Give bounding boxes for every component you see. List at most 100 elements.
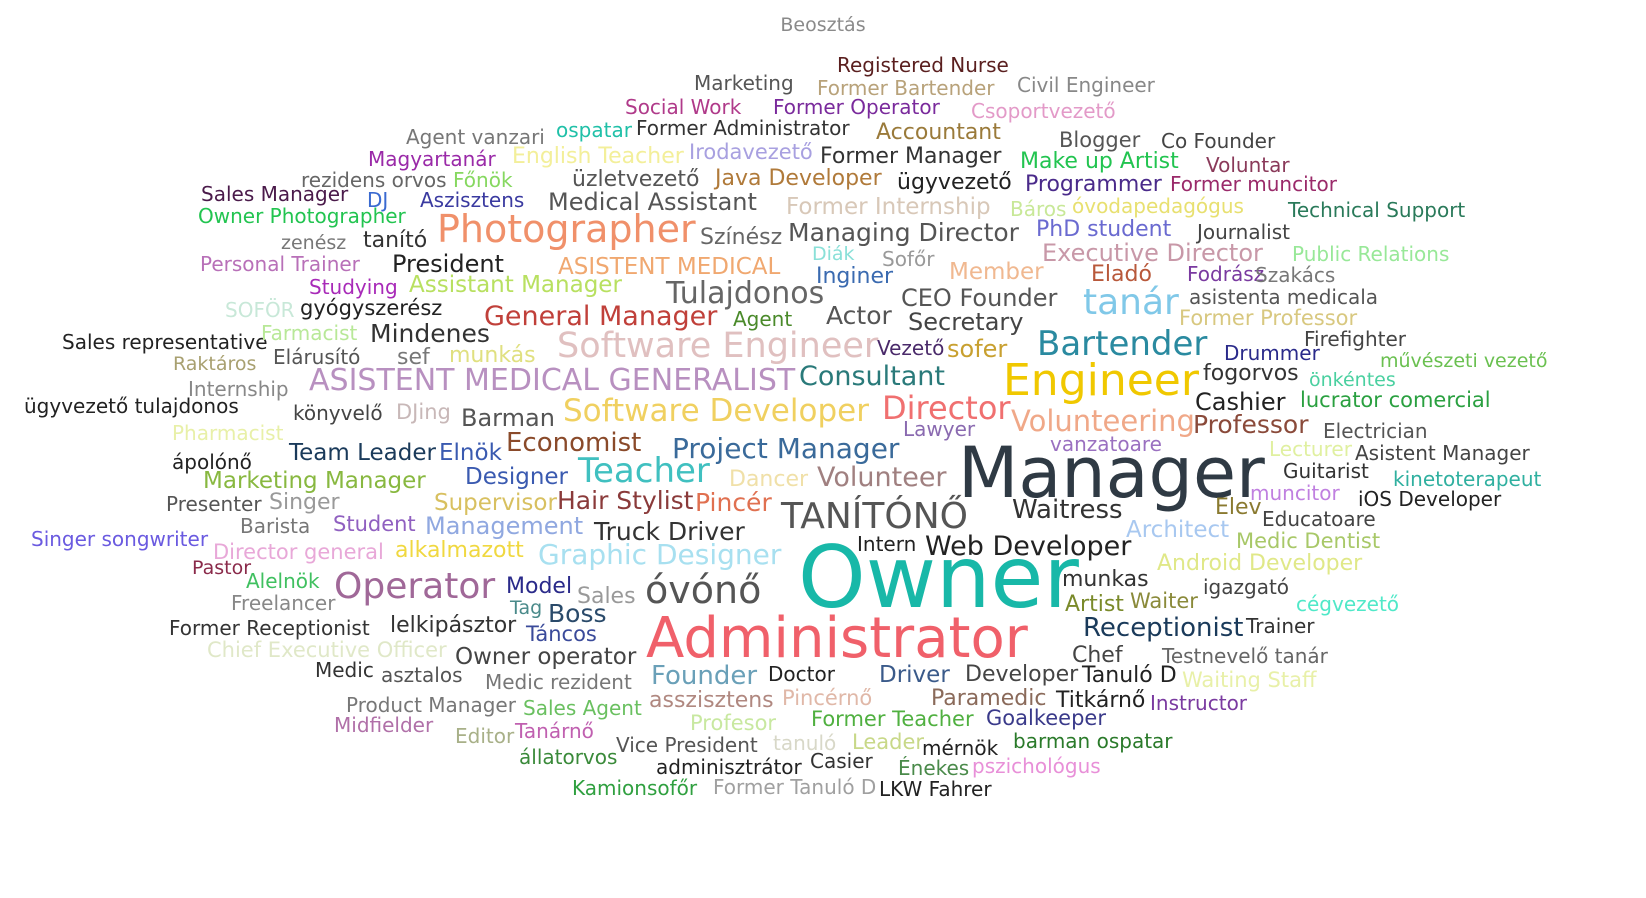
word-cloud-word: ASISTENT MEDICAL (558, 254, 781, 280)
word-cloud-word: Former Bartender (817, 76, 995, 100)
word-cloud-word: Hair Stylist (557, 486, 694, 515)
word-cloud-word: Manager (958, 432, 1265, 514)
word-cloud-word: Dancer (729, 467, 809, 492)
word-cloud-word: Színész (700, 225, 783, 250)
word-cloud-word: iOS Developer (1358, 487, 1502, 511)
word-cloud-word: Titkárnő (1056, 688, 1146, 713)
word-cloud-word: Boss (548, 599, 607, 628)
word-cloud-word: Agent (733, 307, 793, 331)
word-cloud-word: művészeti vezető (1380, 350, 1548, 372)
word-cloud-word: Supervisor (434, 490, 557, 516)
word-cloud-word: Director general (213, 540, 384, 564)
word-cloud-word: Economist (506, 428, 642, 458)
word-cloud-word: Receptionist (1083, 613, 1244, 643)
word-cloud-word: Drummer (1224, 341, 1320, 365)
word-cloud-word: Cashier (1195, 388, 1286, 416)
word-cloud-word: Public Relations (1292, 242, 1450, 266)
chart-title: Beosztás (780, 14, 866, 36)
word-cloud-word: Member (949, 259, 1044, 285)
word-cloud-word: Model (506, 574, 573, 599)
word-cloud-word: PhD student (1036, 217, 1172, 242)
word-cloud-word: Marketing Manager (203, 468, 426, 494)
word-cloud-word: Studying (309, 275, 398, 299)
word-cloud-word: sef (397, 345, 430, 370)
word-cloud-word: Sales (577, 584, 636, 609)
word-cloud-word: Sales Manager (201, 182, 349, 206)
word-cloud-word: Diák (812, 243, 855, 265)
word-cloud-word: General Manager (484, 301, 718, 332)
word-cloud-word: Former Internship (786, 194, 991, 220)
word-cloud-word: munkás (449, 343, 536, 368)
word-cloud-word: Chef (1072, 643, 1123, 668)
word-cloud-word: Former Professor (1179, 306, 1358, 330)
word-cloud-word: lelkipásztor (390, 613, 517, 638)
word-cloud-word: Actor (826, 301, 892, 330)
word-cloud-word: Marketing (694, 71, 794, 95)
word-cloud-word: muncitor (1250, 481, 1340, 505)
word-cloud-word: Designer (465, 464, 569, 490)
word-cloud-word: Testnevelő tanár (1162, 644, 1328, 668)
word-cloud-word: munkas (1062, 567, 1149, 592)
word-cloud-word: Mindenes (370, 319, 490, 348)
word-cloud-word: Co Founder (1161, 129, 1276, 153)
word-cloud-word: DJing (396, 400, 451, 424)
word-cloud-word: Programmer (1025, 172, 1162, 197)
word-cloud-word: Sofőr (882, 247, 935, 271)
word-cloud-word: Volunteer (817, 462, 947, 493)
word-cloud-word: Casier (810, 749, 873, 773)
word-cloud-word: Operator (334, 566, 496, 607)
word-cloud-word: Secretary (908, 308, 1024, 336)
word-cloud-word: Professor (1193, 410, 1309, 439)
word-cloud-word: Management (425, 512, 584, 540)
word-cloud-word: Director (882, 389, 1011, 427)
word-cloud-word: Pincérnő (782, 686, 873, 710)
word-cloud-word: Fodrász (1187, 262, 1265, 286)
word-cloud-word: SOFÖR (225, 298, 295, 322)
word-cloud-word: asztalos (381, 663, 463, 687)
word-cloud-word: Elárusító (273, 345, 361, 369)
word-cloud-word: Tulajdonos (666, 276, 825, 311)
word-cloud-word: Former Tanuló D (713, 775, 877, 799)
word-cloud-word: Founder (651, 661, 758, 691)
word-cloud-word: Paramedic (931, 686, 1047, 711)
word-cloud-word: Midfielder (334, 713, 434, 737)
word-cloud-word: Architect (1126, 517, 1230, 543)
word-cloud-word: Engineer (1003, 355, 1199, 406)
word-cloud-word: Singer songwriter (31, 527, 209, 551)
word-cloud-word: Graphic Designer (538, 538, 782, 571)
word-cloud-word: ügyvezető (897, 170, 1012, 195)
word-cloud-word: ASISTENT MEDICAL GENERALIST (309, 363, 796, 398)
word-cloud-word: Developer (965, 662, 1079, 687)
word-cloud-word: pszichológus (972, 754, 1101, 778)
word-cloud-word: kinetoterapeut (1393, 467, 1542, 491)
word-cloud-word: Instructor (1150, 691, 1248, 715)
word-cloud-word: Freelancer (231, 591, 336, 615)
word-cloud-word: Social Work (625, 95, 742, 119)
word-cloud-word: asistenta medicala (1189, 285, 1379, 309)
word-cloud-word: Volunteering (1011, 404, 1195, 438)
word-cloud-word: Project Manager (672, 432, 900, 465)
word-cloud-word: Singer (269, 490, 340, 515)
word-cloud-word: Pincér (695, 488, 772, 517)
word-cloud-word: Doctor (768, 662, 835, 686)
word-cloud-word: Student (333, 512, 416, 536)
word-cloud-word: cégvezető (1296, 592, 1400, 616)
word-cloud-word: Owner Photographer (198, 204, 406, 228)
word-cloud-word: lucrator comercial (1300, 388, 1491, 412)
word-cloud-word: tanár (1083, 282, 1179, 323)
word-cloud-word: tanuló (773, 731, 837, 755)
word-cloud-word: Elnök (439, 440, 502, 466)
word-cloud-word: Vezető (877, 336, 945, 360)
word-cloud-word: Artist (1065, 592, 1124, 617)
word-cloud-word: Szakács (1255, 263, 1336, 287)
word-cloud-word: Goalkeeper (986, 706, 1106, 730)
word-cloud-word: Kamionsofőr (572, 776, 698, 800)
word-cloud-word: Owner operator (455, 644, 637, 670)
word-cloud-word: Editor (455, 724, 515, 748)
word-cloud-word: Former muncitor (1170, 172, 1337, 196)
word-cloud-word: üzletvezető (572, 167, 700, 192)
word-cloud-word: ápolónő (172, 450, 252, 474)
word-cloud-word: Asistent Manager (1355, 441, 1530, 465)
word-cloud-word: LKW Fahrer (879, 777, 992, 801)
